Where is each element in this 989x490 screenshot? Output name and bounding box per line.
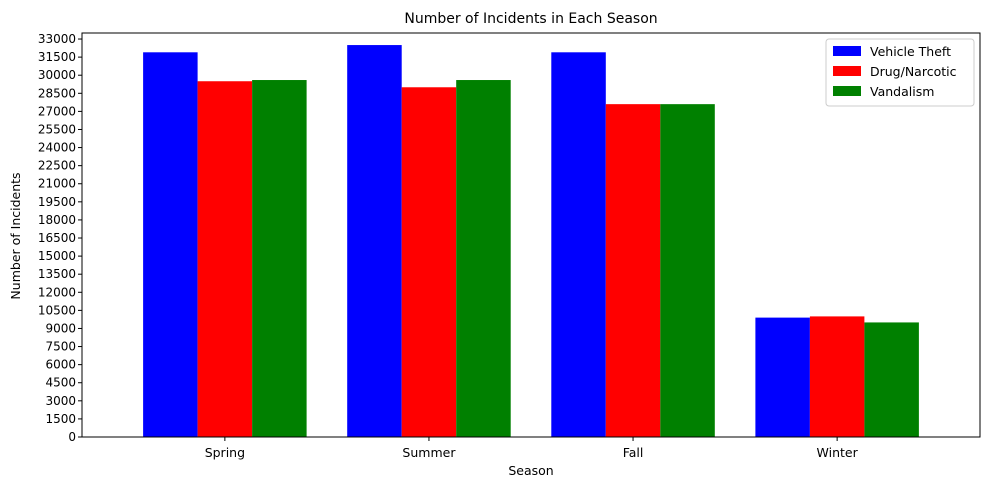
- legend-label: Vehicle Theft: [870, 44, 951, 59]
- chart-title: Number of Incidents in Each Season: [404, 11, 657, 27]
- legend-swatch: [833, 86, 861, 96]
- y-tick-label: 3000: [45, 394, 76, 408]
- y-tick-label: 4500: [45, 376, 76, 390]
- y-tick-label: 22500: [38, 159, 76, 173]
- y-tick-label: 24000: [38, 141, 76, 155]
- plot-area: 0 1500 3000 4500 6000 7500 9000 10500 12000 13500…: [38, 32, 981, 460]
- bar-vehicle-theft-winter: [755, 317, 810, 437]
- y-tick-label: 1500: [45, 412, 76, 426]
- legend-swatch: [833, 46, 861, 56]
- y-tick-label: 6000: [45, 358, 76, 372]
- x-axis-label: Season: [508, 463, 553, 478]
- y-axis-label: Number of Incidents: [8, 172, 23, 299]
- y-tick-label: 7500: [45, 340, 76, 354]
- bar-vandalism-fall: [660, 104, 715, 438]
- bar-vandalism-summer: [456, 80, 511, 437]
- y-tick-label: 10500: [38, 303, 76, 317]
- legend: Vehicle Theft Drug/Narcotic Vandalism: [825, 38, 975, 107]
- y-tick-label: 9000: [45, 321, 76, 335]
- bar-vehicle-theft-summer: [347, 45, 402, 438]
- y-tick-label: 28500: [38, 86, 76, 100]
- y-tick-label: 30000: [38, 68, 76, 82]
- bar-vehicle-theft-fall: [551, 52, 606, 438]
- bar-drug-narcotic-spring: [197, 81, 253, 438]
- legend-label: Vandalism: [870, 84, 934, 99]
- x-tick-label: Fall: [623, 445, 644, 460]
- bar-vandalism-spring: [252, 80, 307, 437]
- y-tick-label: 0: [68, 430, 76, 444]
- bar-vandalism-winter: [864, 322, 919, 437]
- y-tick-label: 18000: [38, 213, 76, 227]
- bar-drug-narcotic-winter: [809, 316, 865, 437]
- legend-label: Drug/Narcotic: [870, 64, 957, 79]
- y-tick-label: 31500: [38, 50, 76, 64]
- y-tick-label: 25500: [38, 122, 76, 136]
- x-tick-label: Winter: [817, 445, 859, 460]
- x-tick-label: Spring: [205, 445, 245, 460]
- bar-vehicle-theft-spring: [143, 52, 198, 438]
- y-tick-label: 33000: [38, 32, 76, 46]
- y-tick-label: 16500: [38, 231, 76, 245]
- y-tick-label: 15000: [38, 249, 76, 263]
- y-tick-label: 12000: [38, 285, 76, 299]
- legend-swatch: [833, 66, 861, 76]
- bar-drug-narcotic-fall: [605, 104, 661, 438]
- plot-frame: [81, 32, 981, 438]
- legend-box: [825, 38, 975, 107]
- y-tick-label: 21000: [38, 177, 76, 191]
- y-tick-label: 27000: [38, 104, 76, 118]
- y-tick-label: 19500: [38, 195, 76, 209]
- y-tick-label: 13500: [38, 267, 76, 281]
- x-tick-label: Summer: [402, 445, 456, 460]
- bar-drug-narcotic-summer: [401, 87, 457, 438]
